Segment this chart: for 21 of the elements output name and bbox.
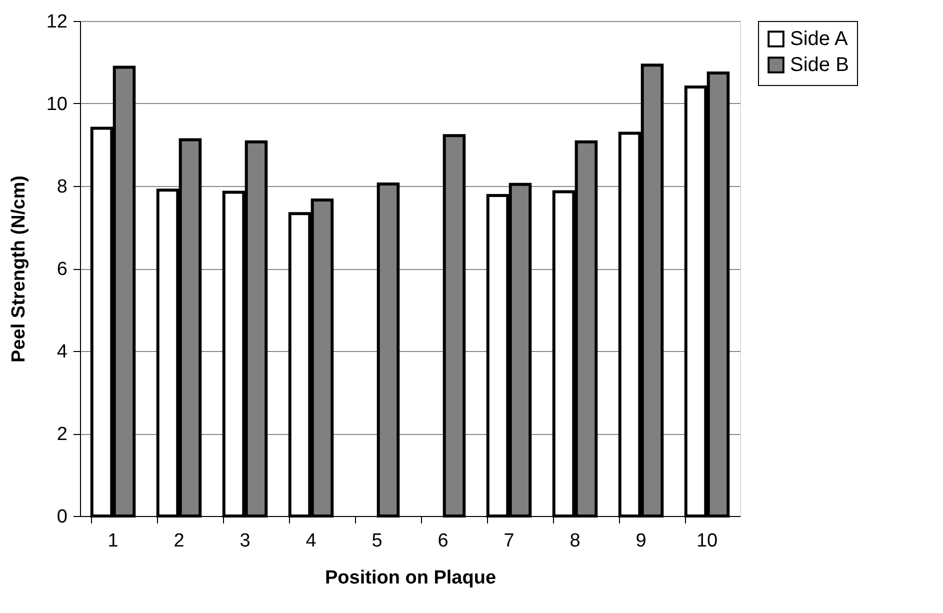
y-axis-title: Peel Strength (N/cm) [8,176,30,362]
x-tick-label: 7 [504,530,514,552]
x-tick-label: 8 [570,530,580,552]
y-tick-label: 0 [56,506,68,528]
x-tick-label: 1 [108,530,118,552]
x-tick-label: 4 [306,530,317,552]
x-axis-title: Position on Plaque [324,568,496,588]
x-tick-label: 10 [696,530,718,552]
y-tick-label: 12 [46,12,68,32]
y-tick-label: 4 [56,342,68,362]
x-tick-label: 6 [438,530,448,552]
x-tick-label: 9 [636,530,646,552]
legend-label: Side A [790,28,848,50]
y-tick-label: 8 [56,176,68,198]
legend-label: Side B [790,54,849,76]
x-tick-label: 2 [174,530,184,552]
y-tick-label: 6 [56,259,68,280]
x-tick-label: 3 [240,530,250,552]
x-tick-label: 5 [372,530,382,552]
y-tick-label: 2 [56,424,68,445]
y-tick-label: 10 [46,94,68,115]
